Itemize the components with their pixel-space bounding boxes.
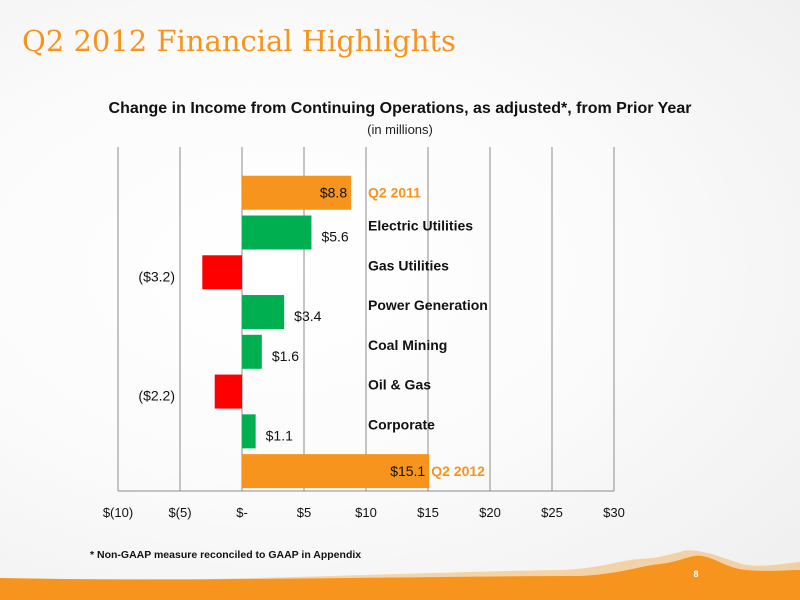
data-label: ($3.2) <box>138 268 175 284</box>
bar <box>242 215 312 250</box>
chart-title: Change in Income from Continuing Operati… <box>108 100 692 117</box>
bar <box>242 454 430 489</box>
x-tick-label: $15 <box>417 505 439 520</box>
bar <box>242 334 262 369</box>
data-label: $15.1 <box>390 463 425 479</box>
chart-subtitle: (in millions) <box>367 122 433 137</box>
data-label: $1.1 <box>266 427 293 443</box>
page-number: 8 <box>693 569 699 579</box>
bar <box>214 374 242 409</box>
bar <box>242 295 285 330</box>
slide-title: Q2 2012 Financial Highlights <box>22 24 456 58</box>
data-label: $3.4 <box>294 308 321 324</box>
x-tick-label: $(10) <box>103 505 133 520</box>
x-tick-label: $30 <box>603 505 625 520</box>
x-tick-label: $10 <box>355 505 377 520</box>
category-label: Q2 2011 <box>368 185 421 201</box>
category-label: Gas Utilities <box>368 257 449 273</box>
category-label: Corporate <box>368 416 435 432</box>
x-tick-label: $20 <box>479 505 501 520</box>
footnote: * Non-GAAP measure reconciled to GAAP in… <box>90 549 362 561</box>
bar <box>242 414 256 449</box>
mountain-footer-graphic <box>0 550 800 600</box>
category-label: Coal Mining <box>368 337 447 353</box>
category-label: Electric Utilities <box>368 218 473 234</box>
data-label: $8.8 <box>320 185 347 201</box>
data-label: $5.6 <box>321 229 348 245</box>
bar <box>202 255 242 290</box>
orange-footer-band <box>0 555 800 600</box>
x-tick-label: $25 <box>541 505 563 520</box>
category-label: Q2 2012 <box>431 463 485 479</box>
x-tick-label: $5 <box>297 505 311 520</box>
data-label: $1.6 <box>272 348 299 364</box>
category-label: Oil & Gas <box>368 377 431 393</box>
data-label: ($2.2) <box>138 388 175 404</box>
income-change-chart: $(10) $(5) $- $5 $10 $15 $20 $25 $30 $8.8 Q2 2011 $… <box>103 147 625 520</box>
x-tick-label: $- <box>236 505 248 520</box>
bar <box>242 175 352 210</box>
category-label: Power Generation <box>368 297 488 313</box>
x-tick-label: $(5) <box>168 505 191 520</box>
